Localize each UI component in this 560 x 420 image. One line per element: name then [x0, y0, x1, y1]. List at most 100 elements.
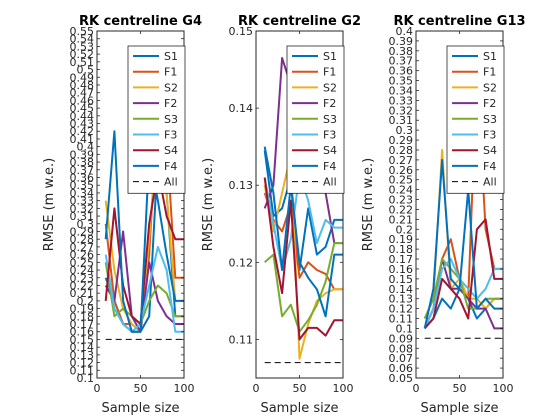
y-tick-label: 0.17: [70, 318, 95, 331]
x-tick-label: 100: [333, 382, 354, 395]
y-tick-label: 0.16: [70, 326, 95, 339]
legend-label-s1: S1: [483, 50, 497, 63]
x-tick-label: 100: [174, 382, 195, 395]
y-tick-label: 0.13: [70, 349, 95, 362]
legend: S1 F1 S2 F2 S3 F3 S4 F4 All: [286, 45, 345, 194]
y-tick-label: 0.44: [70, 110, 95, 123]
legend-label-s3: S3: [483, 113, 497, 126]
legend-label-f4: F4: [164, 160, 177, 173]
y-tick-label: 0.37: [70, 164, 95, 177]
legend-label-s4: S4: [164, 144, 178, 157]
y-tick-label: 0.15: [229, 25, 254, 38]
y-tick-label: 0.49: [70, 71, 95, 84]
y-tick-label: 0.17: [389, 253, 414, 266]
y-tick-label: 0.33: [70, 195, 95, 208]
x-tick-label: 100: [493, 382, 514, 395]
legend-label-s3: S3: [164, 113, 178, 126]
series-line-f4: [423, 158, 503, 329]
x-tick-label: 50: [134, 382, 148, 395]
y-tick-label: 0.37: [389, 55, 414, 68]
y-tick-label: 0.19: [70, 303, 95, 316]
y-tick-label: 0.18: [70, 310, 95, 323]
y-tick-label: 0.34: [389, 84, 414, 97]
y-tick-label: 0.32: [389, 104, 414, 117]
y-tick-label: 0.13: [389, 293, 414, 306]
y-tick-label: 0.05: [389, 372, 414, 385]
y-tick-label: 0.07: [389, 352, 414, 365]
y-tick-label: 0.35: [389, 75, 414, 88]
series-line-s4: [104, 168, 184, 325]
y-tick-label: 0.4: [396, 25, 414, 38]
y-tick-label: 0.21: [70, 287, 95, 300]
x-tick-label: 0: [413, 382, 420, 395]
legend: S1 F1 S2 F2 S3 F3 S4 F4 All: [446, 45, 505, 194]
x-tick-label: 0: [94, 382, 101, 395]
y-tick-label: 0.31: [70, 210, 95, 223]
y-tick-label: 0.3: [77, 218, 95, 231]
y-tick-label: 0.55: [70, 25, 95, 38]
chart-title: RK centreline G4: [79, 14, 202, 29]
y-tick-label: 0.31: [389, 114, 414, 127]
legend-label-f2: F2: [483, 97, 496, 110]
series-group: [104, 99, 184, 340]
legend-label-s1: S1: [164, 50, 178, 63]
y-tick-label: 0.3: [396, 124, 414, 137]
y-tick-label: 0.14: [389, 283, 414, 296]
y-tick-label: 0.28: [70, 233, 95, 246]
legend-label-s4: S4: [323, 144, 337, 157]
y-tick-label: 0.22: [70, 279, 95, 292]
y-tick-label: 0.54: [70, 33, 95, 46]
y-tick-label: 0.22: [389, 203, 414, 216]
legend-label-f2: F2: [323, 97, 336, 110]
chart-panel-3: 0.050.060.070.080.090.10.110.120.130.140…: [361, 14, 526, 416]
y-tick-label: 0.39: [389, 35, 414, 48]
y-tick-label: 0.39: [70, 148, 95, 161]
y-tick-label: 0.15: [389, 273, 414, 286]
y-tick-label: 0.23: [70, 272, 95, 285]
y-tick-label: 0.27: [389, 154, 414, 167]
legend-label-s4: S4: [483, 144, 497, 157]
legend-label-f1: F1: [323, 66, 336, 79]
y-tick-label: 0.13: [229, 179, 254, 192]
y-tick-label: 0.38: [70, 156, 95, 169]
legend-label-s2: S2: [164, 81, 178, 94]
y-tick-label: 0.06: [389, 362, 414, 375]
y-tick-label: 0.33: [389, 94, 414, 107]
x-axis-label: Sample size: [420, 401, 498, 416]
y-tick-label: 0.24: [389, 184, 414, 197]
y-tick-label: 0.38: [389, 45, 414, 58]
y-tick-label: 0.26: [389, 164, 414, 177]
y-tick-label: 0.4: [77, 141, 95, 154]
y-tick-label: 0.35: [70, 179, 95, 192]
y-tick-label: 0.27: [70, 241, 95, 254]
x-axis-label: Sample size: [101, 401, 179, 416]
x-tick-label: 0: [253, 382, 260, 395]
x-axis-label: Sample size: [260, 401, 338, 416]
legend-label-s2: S2: [323, 81, 337, 94]
legend-label-f4: F4: [323, 160, 336, 173]
legend-label-f4: F4: [483, 160, 496, 173]
y-tick-label: 0.5: [77, 64, 95, 77]
series-line-f4: [263, 146, 343, 318]
x-tick-label: 50: [453, 382, 467, 395]
legend-label-all: All: [164, 176, 178, 189]
y-tick-label: 0.11: [389, 313, 414, 326]
y-tick-label: 0.29: [389, 134, 414, 147]
y-tick-label: 0.14: [70, 341, 95, 354]
legend-label-f1: F1: [164, 66, 177, 79]
y-tick-label: 0.53: [70, 40, 95, 53]
series-group: [423, 69, 503, 339]
y-tick-label: 0.09: [389, 332, 414, 345]
y-tick-label: 0.42: [70, 125, 95, 138]
y-tick-label: 0.26: [70, 249, 95, 262]
series-line-s3: [264, 242, 343, 333]
legend-label-s2: S2: [483, 81, 497, 94]
legend-label-f1: F1: [483, 66, 496, 79]
y-tick-label: 0.11: [70, 364, 95, 377]
y-tick-label: 0.25: [70, 256, 95, 269]
y-tick-label: 0.16: [389, 263, 414, 276]
y-tick-label: 0.08: [389, 342, 414, 355]
y-axis-label: RMSE (m w.e.): [201, 158, 216, 252]
y-tick-label: 0.52: [70, 48, 95, 61]
